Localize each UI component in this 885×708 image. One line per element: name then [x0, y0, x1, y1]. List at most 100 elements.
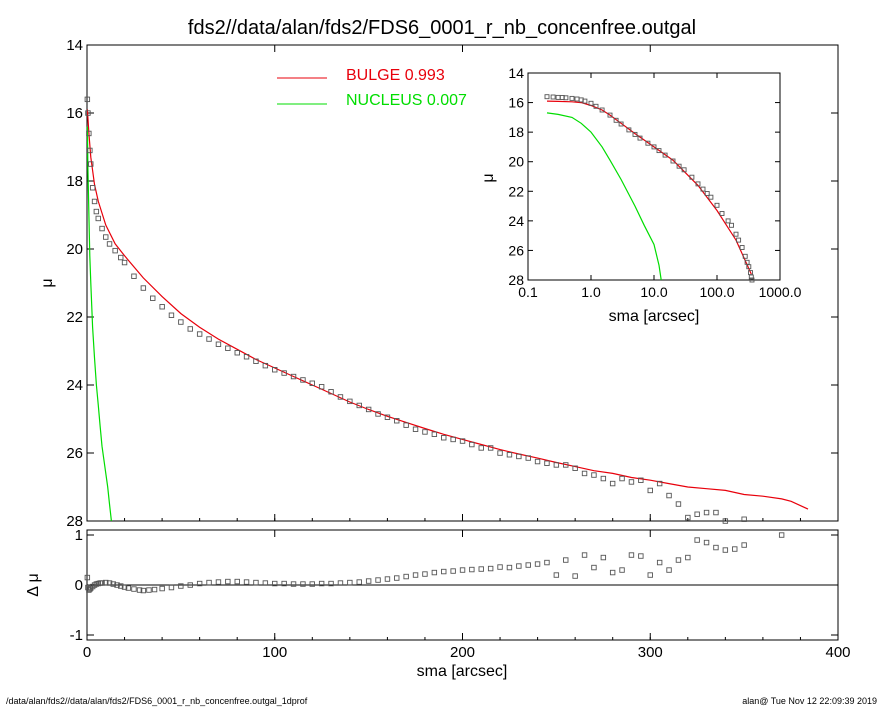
- main-data-point: [666, 492, 672, 499]
- main-data-point: [318, 384, 325, 390]
- residual-data-point: [422, 571, 428, 577]
- residual-data-point: [106, 580, 113, 586]
- main-data-point: [600, 475, 607, 482]
- residual-data-point: [572, 573, 578, 579]
- main-data-point: [93, 208, 100, 215]
- inset-y-tick-label: 22: [508, 183, 524, 199]
- inset-data-point: [676, 163, 682, 169]
- inset-axis-ticks: 0.1 1.0 10.0 100.0 1000.0 14 16 18 20 22 24 26 28: [508, 65, 801, 300]
- chart-title: fds2//data/alan/fds2/FDS6_0001_r_nb_conc…: [188, 17, 696, 39]
- inset-data-point: [729, 222, 734, 228]
- inset-data-point: [563, 95, 569, 101]
- residual-data-point: [497, 564, 503, 570]
- residual-data-point: [694, 537, 700, 543]
- residual-data-point: [600, 554, 607, 561]
- residual-data-point: [703, 539, 710, 546]
- main-data-point: [337, 394, 344, 400]
- inset-data-point: [739, 245, 745, 250]
- residual-data-point: [99, 580, 105, 586]
- main-data-point: [131, 273, 137, 279]
- residual-data-point: [118, 583, 124, 589]
- main-data-point: [431, 431, 438, 437]
- main-data-point: [121, 259, 128, 266]
- main-data-point: [112, 247, 118, 254]
- main-data-point: [243, 354, 250, 360]
- main-data-point: [196, 331, 203, 337]
- main-data-point: [703, 509, 710, 516]
- main-data-point: [572, 465, 578, 471]
- inset-data-point: [704, 191, 710, 196]
- inset-data-point: [651, 144, 657, 150]
- main-data-point: [300, 377, 306, 383]
- residual-data-point: [84, 574, 91, 581]
- main-data-point: [638, 477, 644, 483]
- main-data-point: [412, 426, 419, 432]
- inset-y-tick-label: 28: [508, 272, 524, 288]
- main-data-point: [85, 110, 91, 116]
- main-data-point: [403, 422, 409, 428]
- inset-x-tick-label: 10.0: [640, 284, 667, 300]
- main-data-point: [206, 336, 212, 342]
- main-data-point: [309, 380, 315, 386]
- main-data-point: [88, 161, 94, 167]
- residual-data-point: [741, 542, 747, 548]
- residual-data-point: [591, 564, 597, 571]
- main-data-point: [459, 438, 466, 444]
- residual-data-point: [151, 586, 158, 593]
- footer-user-timestamp: alan@ Tue Nov 12 22:09:39 2019: [742, 696, 877, 706]
- residual-data-point: [262, 580, 269, 586]
- main-data-point: [225, 345, 231, 351]
- inset-x-tick-label: 1.0: [581, 284, 601, 300]
- residual-x-tick-label: 300: [638, 644, 663, 661]
- residual-data-point: [125, 585, 132, 591]
- residual-y-tick-label: 1: [75, 527, 83, 544]
- residual-data-point: [281, 580, 287, 587]
- inset-x-axis-title: sma [arcsec]: [609, 308, 700, 325]
- main-data-point: [656, 480, 663, 487]
- main-data-point: [290, 373, 297, 380]
- main-data-point: [441, 435, 447, 441]
- main-y-tick-label: 18: [66, 173, 83, 190]
- main-data-point: [365, 406, 372, 413]
- residual-data-point: [110, 581, 116, 587]
- main-data-point: [534, 458, 541, 465]
- main-data-point: [272, 367, 278, 373]
- main-y-tick-label: 14: [66, 37, 83, 54]
- main-axis-ticks: 14 16 18 20 22 24 26 28: [66, 37, 839, 530]
- residual-data-point: [675, 557, 682, 563]
- residual-data-point: [103, 579, 109, 586]
- main-y-tick-label: 22: [66, 309, 83, 326]
- legend-nucleus-label: NUCLEUS 0.007: [346, 92, 467, 109]
- inset-data-point: [742, 253, 748, 259]
- residual-data-point: [778, 532, 785, 538]
- main-data-point: [234, 350, 240, 356]
- residual-data-point: [131, 586, 137, 592]
- residual-x-axis-title: sma [arcsec]: [417, 663, 508, 680]
- inset-data-point: [637, 135, 643, 141]
- inset-data-point: [736, 237, 742, 243]
- main-data-point: [87, 147, 93, 154]
- inset-data-point: [662, 152, 668, 158]
- residual-data-point: [290, 581, 297, 587]
- inset-series-layer: [544, 94, 755, 283]
- main-data-point: [187, 326, 193, 332]
- main-data-point: [553, 462, 560, 468]
- main-data-point: [347, 398, 353, 405]
- residual-data-point: [159, 585, 165, 592]
- residual-data-point: [412, 572, 419, 578]
- residual-data-point: [647, 572, 653, 578]
- main-y-axis-title: μ: [39, 278, 56, 287]
- main-data-point: [95, 215, 101, 222]
- residual-data-point: [121, 584, 128, 590]
- residual-data-point: [146, 587, 152, 593]
- residual-data-point: [534, 561, 541, 567]
- residual-data-point: [234, 578, 240, 585]
- main-data-point: [713, 509, 719, 516]
- inset-data-point: [607, 112, 613, 118]
- inset-data-point: [599, 107, 605, 113]
- residual-data-point: [300, 581, 306, 587]
- inset-data-point: [626, 127, 632, 133]
- residual-x-tick-label: 100: [262, 644, 287, 661]
- main-data-point: [86, 130, 92, 137]
